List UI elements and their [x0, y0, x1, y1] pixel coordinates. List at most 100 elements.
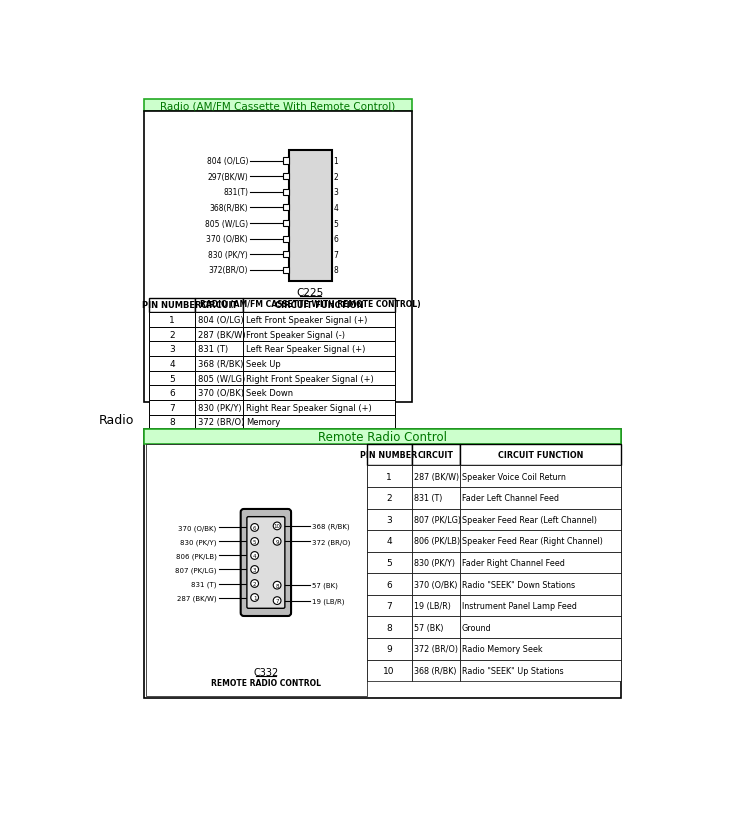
Text: 57 (BK): 57 (BK) [312, 582, 338, 589]
Bar [144, 429, 621, 698]
Bar [411, 552, 460, 573]
Bar [244, 357, 395, 371]
Text: 368 (R/BK): 368 (R/BK) [198, 360, 243, 369]
Text: 804 (O/LG): 804 (O/LG) [206, 157, 248, 165]
Circle shape [251, 538, 258, 545]
Text: 368 (R/BK): 368 (R/BK) [312, 523, 350, 530]
Bar [244, 328, 395, 342]
Text: Instrument Panel Lamp Feed: Instrument Panel Lamp Feed [462, 601, 577, 610]
Text: Left Rear Speaker Signal (+): Left Rear Speaker Signal (+) [246, 345, 365, 354]
Text: 287 (BK/W): 287 (BK/W) [198, 330, 245, 339]
Text: CIRCUIT: CIRCUIT [201, 301, 238, 310]
Bar [411, 445, 460, 466]
Text: Speaker Feed Rear (Right Channel): Speaker Feed Rear (Right Channel) [462, 536, 603, 545]
Text: 4: 4 [253, 554, 256, 559]
Bar [367, 509, 411, 531]
Text: 5: 5 [333, 219, 338, 229]
Circle shape [251, 580, 258, 588]
Text: Radio "SEEK" Down Stations: Radio "SEEK" Down Stations [462, 580, 575, 589]
Bar [411, 466, 460, 487]
Bar [460, 573, 621, 595]
Bar [460, 659, 621, 681]
Text: 831 (T): 831 (T) [198, 345, 228, 354]
Text: 1: 1 [253, 595, 256, 600]
Text: 5: 5 [169, 374, 175, 383]
Text: Right Rear Speaker Signal (+): Right Rear Speaker Signal (+) [246, 403, 371, 412]
Bar [149, 386, 195, 400]
Text: Radio Memory Seek: Radio Memory Seek [462, 645, 542, 654]
Bar [149, 415, 195, 430]
Text: 3: 3 [333, 188, 338, 197]
Circle shape [273, 523, 281, 530]
Text: 372 (BR/O): 372 (BR/O) [312, 538, 351, 545]
Text: Remote Radio Control: Remote Radio Control [318, 430, 447, 443]
Text: Memory: Memory [246, 418, 280, 427]
Bar [411, 659, 460, 681]
Bar [411, 531, 460, 552]
Bar [195, 313, 244, 328]
Text: 7: 7 [333, 251, 338, 260]
Text: Right Front Speaker Signal (+): Right Front Speaker Signal (+) [246, 374, 373, 383]
Text: 830 (PK/Y): 830 (PK/Y) [198, 403, 242, 412]
Text: 4: 4 [333, 204, 338, 213]
Text: 2: 2 [386, 494, 392, 503]
Bar [460, 487, 621, 509]
Bar [144, 100, 411, 112]
Text: 4: 4 [169, 360, 175, 369]
Text: 8: 8 [169, 418, 175, 427]
Bar [367, 531, 411, 552]
Text: 9: 9 [386, 645, 392, 654]
FancyBboxPatch shape [247, 517, 285, 609]
Bar [411, 509, 460, 531]
Bar [367, 466, 411, 487]
Text: PIN NUMBER: PIN NUMBER [142, 301, 202, 310]
Bar [149, 298, 195, 313]
Text: 7: 7 [275, 599, 279, 604]
Text: 2: 2 [333, 173, 338, 182]
Bar [244, 386, 395, 400]
Text: 805 (W/LG): 805 (W/LG) [205, 219, 248, 229]
Bar [195, 328, 244, 342]
Text: 370 (O/BK): 370 (O/BK) [179, 524, 217, 531]
Bar [195, 342, 244, 357]
Bar [149, 313, 195, 328]
Text: 7: 7 [169, 403, 175, 412]
Circle shape [273, 597, 281, 604]
Bar [195, 415, 244, 430]
Bar [283, 236, 289, 242]
Text: CIRCUIT: CIRCUIT [417, 450, 454, 459]
Circle shape [251, 566, 258, 573]
Text: Radio: Radio [100, 414, 135, 426]
Text: 5: 5 [253, 539, 256, 545]
Text: Front Speaker Signal (-): Front Speaker Signal (-) [246, 330, 345, 339]
Text: Speaker Voice Coil Return: Speaker Voice Coil Return [462, 473, 566, 481]
Bar [367, 552, 411, 573]
Text: 804 (O/LG): 804 (O/LG) [198, 315, 243, 324]
Text: Radio "SEEK" Up Stations: Radio "SEEK" Up Stations [462, 666, 564, 675]
Bar [149, 400, 195, 415]
Text: Speaker Feed Rear (Left Channel): Speaker Feed Rear (Left Channel) [462, 515, 597, 524]
Bar [411, 617, 460, 638]
Text: 5: 5 [386, 559, 392, 568]
Text: 830 (PK/Y): 830 (PK/Y) [414, 559, 455, 568]
Text: C332: C332 [253, 667, 278, 677]
Text: 4: 4 [386, 536, 392, 545]
Text: 6: 6 [386, 580, 392, 589]
Text: 297(BK/W): 297(BK/W) [207, 173, 248, 182]
Text: 830 (PK/Y): 830 (PK/Y) [209, 251, 248, 260]
Bar [460, 552, 621, 573]
Bar [411, 595, 460, 617]
Bar [195, 298, 244, 313]
Text: 830 (PK/Y): 830 (PK/Y) [180, 539, 217, 545]
Bar [367, 638, 411, 659]
Text: 8: 8 [386, 623, 392, 632]
Text: 807 (PK/LG): 807 (PK/LG) [414, 515, 461, 524]
Bar [460, 595, 621, 617]
Text: 805 (W/LG): 805 (W/LG) [198, 374, 245, 383]
Bar [146, 445, 367, 697]
Bar [283, 205, 289, 211]
Text: 806 (PK/LB): 806 (PK/LB) [414, 536, 460, 545]
Text: 368 (R/BK): 368 (R/BK) [414, 666, 456, 675]
Text: 831 (T): 831 (T) [191, 581, 217, 587]
Text: 370 (O/BK): 370 (O/BK) [198, 389, 244, 398]
